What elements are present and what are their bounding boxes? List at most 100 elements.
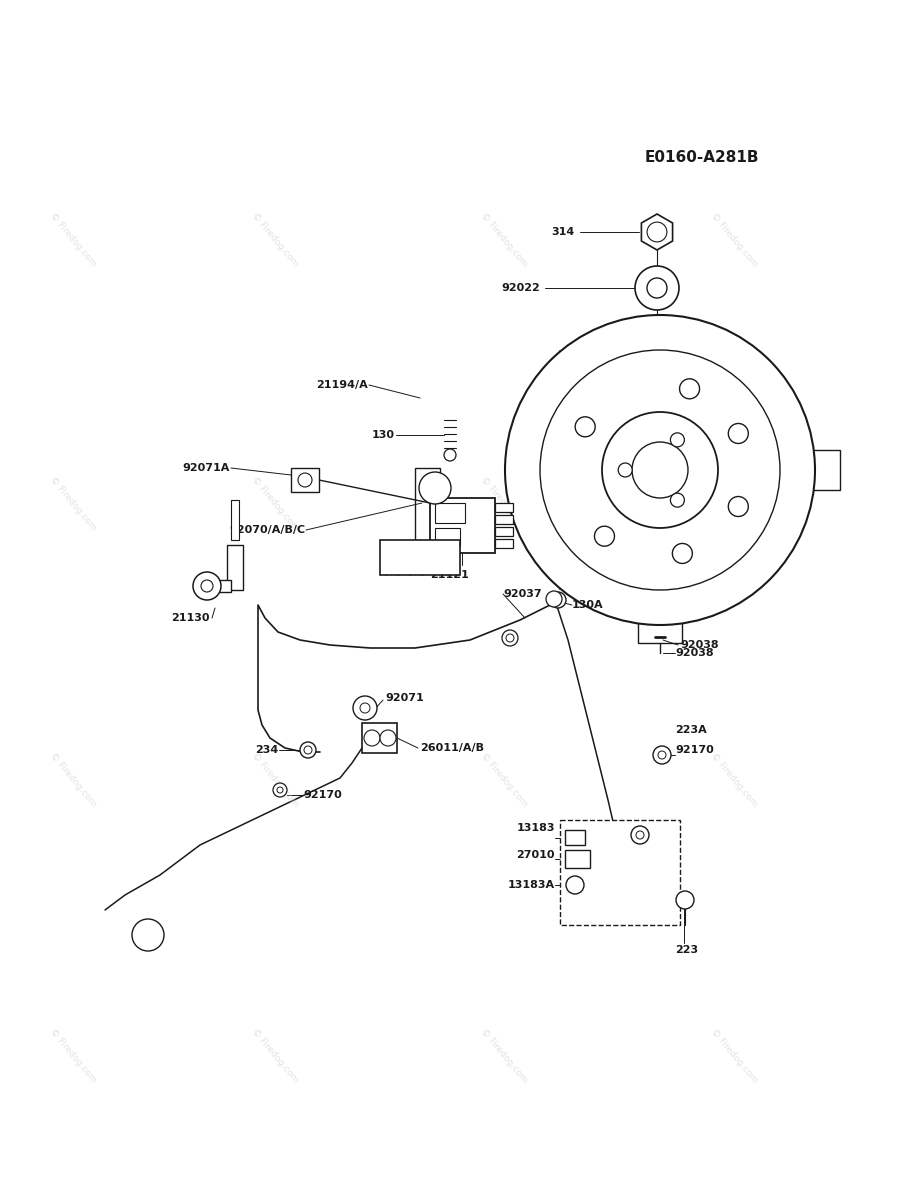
Circle shape [360,703,370,713]
Circle shape [631,826,649,844]
Circle shape [653,746,671,764]
Text: © Firedog.com: © Firedog.com [49,475,98,533]
Text: 314: 314 [552,227,575,236]
Text: © Firedog.com: © Firedog.com [709,1027,758,1085]
Text: 27010: 27010 [516,850,555,860]
Circle shape [647,278,667,298]
Text: 92038: 92038 [675,648,713,658]
Bar [495,515,513,524]
Circle shape [502,630,518,646]
Text: © Firedog.com: © Firedog.com [49,751,98,809]
Text: 21121: 21121 [430,570,469,580]
Circle shape [298,473,312,487]
Text: 92070/A/B/C: 92070/A/B/C [229,526,305,535]
Text: 13183: 13183 [516,823,555,833]
Bar [495,503,513,512]
Text: © Firedog.com: © Firedog.com [480,211,529,269]
Text: 26011/A/B: 26011/A/B [420,743,484,754]
Circle shape [353,696,377,720]
Circle shape [670,433,684,446]
Text: © Firedog.com: © Firedog.com [709,475,758,533]
Text: 92071A: 92071A [182,463,230,473]
Bar [430,498,495,553]
Text: © Firedog.com: © Firedog.com [250,475,300,533]
Text: 13183A: 13183A [508,880,555,890]
Circle shape [364,730,380,746]
Text: 21130: 21130 [171,613,210,623]
Bar [380,540,460,575]
Text: 223: 223 [675,946,698,955]
Bar [565,850,590,868]
Circle shape [132,919,164,950]
Text: © Firedog.com: © Firedog.com [250,1027,300,1085]
Text: © Firedog.com: © Firedog.com [480,475,529,533]
Text: 92170: 92170 [675,745,713,755]
Text: © Firedog.com: © Firedog.com [250,751,300,809]
Text: 92170: 92170 [303,790,342,800]
Text: © Firedog.com: © Firedog.com [480,751,529,809]
Text: © Firedog.com: © Firedog.com [49,211,98,269]
Bar [227,545,243,590]
Circle shape [647,222,667,242]
Circle shape [632,442,688,498]
Circle shape [193,572,221,600]
Text: 223A: 223A [675,725,707,734]
Circle shape [635,266,679,310]
Bar [560,820,680,925]
Polygon shape [641,214,672,250]
Circle shape [658,751,666,758]
Circle shape [550,592,566,608]
Bar [215,580,231,592]
Circle shape [201,580,213,592]
Bar [291,468,319,492]
Polygon shape [638,620,682,643]
Circle shape [575,416,595,437]
Circle shape [300,742,316,758]
Bar [231,500,239,540]
Text: 130A: 130A [572,600,603,610]
Circle shape [594,526,614,546]
Circle shape [602,412,718,528]
Circle shape [636,830,644,839]
Circle shape [618,463,632,476]
Text: 92038: 92038 [680,640,719,650]
Circle shape [506,634,514,642]
Text: 234: 234 [255,745,278,755]
Text: 92022: 92022 [502,283,540,293]
Polygon shape [415,468,440,572]
Bar [435,503,465,523]
Bar [565,830,585,845]
Text: E0160-A281B: E0160-A281B [645,150,759,166]
Circle shape [419,472,451,504]
Text: 92037: 92037 [503,589,542,599]
Text: 92071: 92071 [385,692,424,703]
Text: © Firedog.com: © Firedog.com [49,1027,98,1085]
Bar [495,527,513,536]
Circle shape [505,314,815,625]
Circle shape [546,590,562,607]
Circle shape [728,424,748,444]
Polygon shape [810,450,840,490]
Circle shape [273,782,287,797]
Circle shape [679,379,700,398]
Text: 21194/A: 21194/A [316,380,368,390]
Bar [495,539,513,548]
Text: © Firedog.com: © Firedog.com [250,211,300,269]
Circle shape [728,497,748,516]
Circle shape [566,876,584,894]
Circle shape [304,746,312,754]
Text: © Firedog.com: © Firedog.com [480,1027,529,1085]
Circle shape [540,350,780,590]
Text: 130: 130 [372,430,395,440]
Text: © Firedog.com: © Firedog.com [709,751,758,809]
Text: A: A [144,930,151,940]
Circle shape [670,493,684,508]
Circle shape [676,890,694,910]
Circle shape [277,787,283,793]
Circle shape [672,544,692,564]
Text: A: A [431,482,438,493]
Bar [362,722,397,754]
Text: © Firedog.com: © Firedog.com [709,211,758,269]
Bar [435,528,460,546]
Circle shape [380,730,396,746]
